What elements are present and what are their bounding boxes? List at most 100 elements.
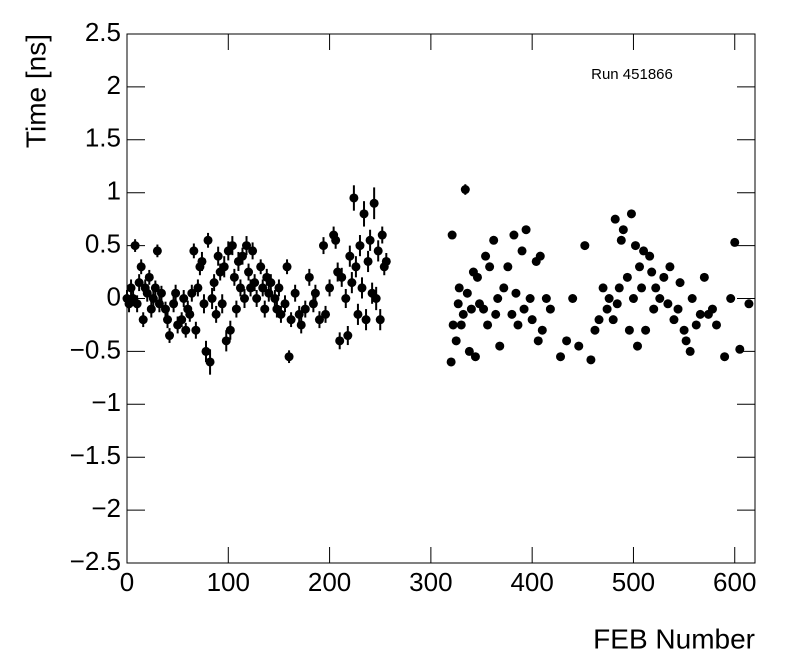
data-point [556, 352, 566, 362]
data-point [130, 241, 140, 251]
x-tick-label: 100 [207, 567, 250, 597]
data-point [181, 325, 191, 335]
data-point [669, 315, 679, 325]
data-point [321, 309, 331, 319]
data-point [381, 256, 391, 266]
y-tick-label: 1 [107, 176, 121, 206]
data-point [535, 251, 545, 261]
data-point [507, 309, 517, 319]
data-point [375, 315, 385, 325]
y-tick-label: −1 [91, 387, 121, 417]
data-point [221, 336, 231, 346]
data-point [284, 352, 294, 362]
data-point [239, 294, 249, 303]
data-point [586, 355, 596, 365]
data-point [608, 315, 618, 325]
data-point [462, 288, 472, 298]
data-point [685, 346, 695, 356]
data-point [310, 288, 320, 298]
data-point [266, 278, 276, 288]
data-point [252, 294, 262, 303]
y-axis-label: Time [ns] [20, 34, 51, 148]
data-point [630, 241, 640, 251]
data-point [146, 304, 156, 314]
data-point [248, 246, 258, 256]
data-point [142, 288, 152, 298]
data-point [610, 214, 620, 224]
data-point [472, 272, 482, 282]
data-point [227, 241, 237, 251]
data-point [369, 198, 379, 208]
y-tick-label: 0.5 [85, 228, 121, 258]
data-point [537, 325, 547, 335]
data-point [308, 299, 318, 309]
data-point [136, 262, 146, 272]
data-point [483, 320, 493, 330]
data-point [663, 299, 673, 309]
data-point [256, 262, 266, 272]
data-point [665, 262, 675, 272]
data-point [290, 288, 300, 298]
data-point [201, 346, 211, 356]
data-point [491, 309, 501, 319]
y-tick-label: −0.5 [70, 334, 121, 364]
data-point [574, 341, 584, 351]
data-point [495, 341, 505, 351]
data-point [726, 294, 736, 303]
data-point [363, 256, 373, 266]
data-point [521, 225, 531, 235]
data-point [152, 246, 162, 256]
data-point [458, 309, 468, 319]
data-point [460, 185, 470, 195]
data-point [335, 336, 345, 346]
data-point [235, 283, 245, 293]
data-point [649, 304, 659, 314]
data-point [598, 283, 608, 293]
data-point [655, 294, 665, 303]
data-point [453, 299, 463, 309]
data-point [673, 304, 683, 314]
data-point [199, 299, 209, 309]
data-point [612, 299, 622, 309]
data-point [447, 230, 457, 240]
data-point [541, 294, 551, 303]
data-point [211, 309, 221, 319]
x-tick-label: 400 [510, 567, 553, 597]
data-point [280, 299, 290, 309]
data-point [237, 251, 247, 261]
data-point [622, 272, 632, 282]
x-tick-label: 600 [713, 567, 756, 597]
data-point [154, 299, 164, 309]
data-point [373, 246, 383, 256]
data-point [296, 320, 306, 330]
data-point [489, 235, 499, 245]
data-point [179, 294, 189, 303]
data-point [651, 283, 661, 293]
data-point [325, 283, 335, 293]
x-tick-label: 0 [120, 567, 134, 597]
data-point [353, 309, 363, 319]
data-point [260, 304, 270, 314]
data-point [639, 246, 649, 256]
data-point [138, 315, 148, 325]
data-point [446, 357, 456, 367]
data-point [250, 278, 260, 288]
data-point [229, 272, 239, 282]
data-point [258, 283, 268, 293]
data-point [156, 288, 166, 298]
data-point [618, 225, 628, 235]
x-axis-label: FEB Number [593, 623, 755, 654]
data-point [347, 278, 357, 288]
data-point [614, 283, 624, 293]
data-point [707, 304, 717, 314]
data-point [647, 267, 657, 277]
annotation: Run 451866 [591, 66, 673, 83]
data-point [213, 251, 223, 261]
data-point [499, 283, 509, 293]
data-point [679, 325, 689, 335]
data-point [633, 341, 643, 351]
data-point [207, 294, 217, 303]
x-tick-label: 200 [308, 567, 351, 597]
data-point [604, 294, 614, 303]
